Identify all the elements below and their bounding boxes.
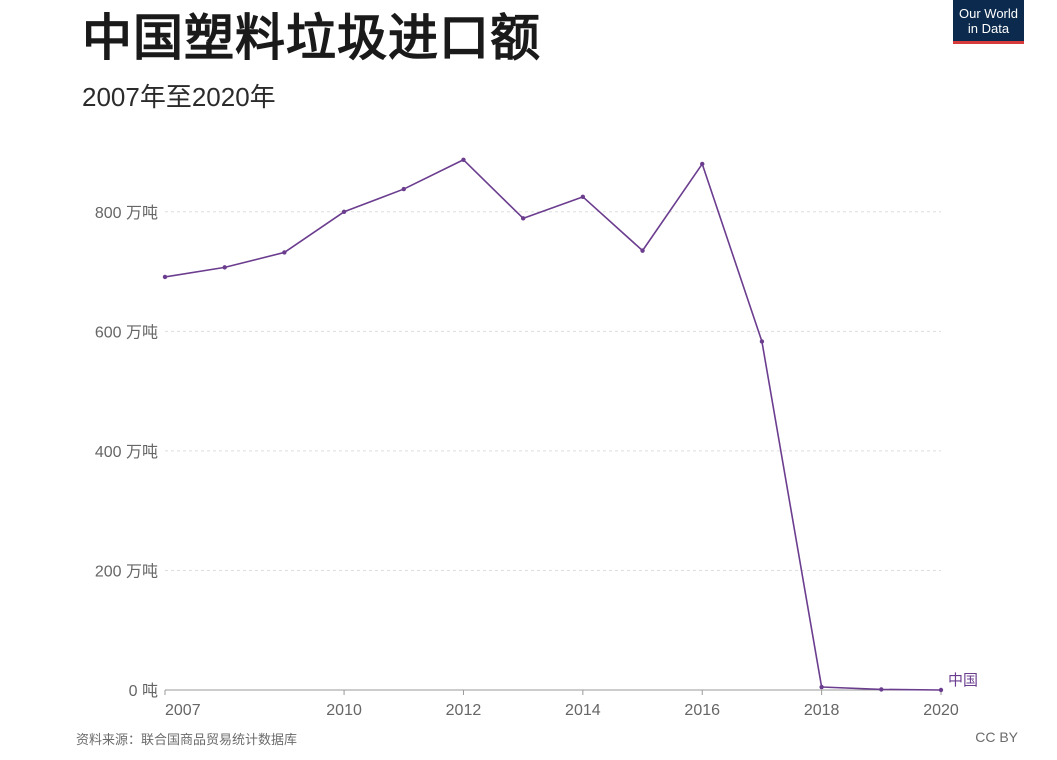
x-tick-label: 2020: [923, 702, 959, 719]
y-tick-label: 0 吨: [129, 682, 158, 700]
grid-layer: [165, 211, 941, 571]
x-tick-label: 2010: [326, 702, 362, 719]
x-tick-label: 2014: [565, 702, 601, 719]
data-point[interactable]: [162, 274, 168, 280]
y-tick-label: 600 万吨: [95, 323, 158, 341]
data-point[interactable]: [580, 194, 586, 200]
axis-layer: [164, 689, 942, 695]
data-point[interactable]: [879, 687, 884, 692]
x-tick-label: 2007: [165, 702, 201, 719]
data-point[interactable]: [401, 186, 406, 192]
label-layer: 0 吨 200 万吨 400 万吨 600 万吨 800 万吨 2007 2010 2012 2…: [95, 204, 978, 719]
data-point[interactable]: [282, 250, 287, 255]
chart-title: 中国塑料垃圾进口额: [82, 8, 541, 67]
y-tick-label: 200 万吨: [95, 562, 158, 580]
data-point[interactable]: [759, 339, 765, 344]
data-point[interactable]: [700, 161, 705, 167]
data-point[interactable]: [520, 216, 526, 221]
x-tick-label: 2016: [684, 702, 720, 719]
chart-subtitle: 2007年至2020年: [82, 82, 276, 112]
data-point[interactable]: [341, 209, 347, 214]
series-line[interactable]: [164, 158, 942, 691]
data-point[interactable]: [461, 157, 466, 162]
series-layer: [162, 157, 944, 693]
data-point[interactable]: [222, 265, 227, 270]
source-note: 资料来源：联合国商品贸易统计数据库: [76, 732, 298, 747]
x-tick-label: 2012: [446, 702, 482, 719]
y-tick-label: 800 万吨: [95, 204, 158, 222]
x-tick-label: 2018: [804, 702, 840, 719]
data-point[interactable]: [938, 687, 944, 693]
series-label[interactable]: 中国: [948, 672, 978, 689]
license-link[interactable]: CC BY: [975, 729, 1018, 745]
data-point[interactable]: [819, 684, 824, 690]
logo-line-2: in Data: [967, 21, 1010, 36]
owid-logo[interactable]: Our World in Data: [953, 0, 1024, 44]
logo-line-1: Our World: [959, 6, 1018, 21]
y-tick-label: 400 万吨: [95, 443, 158, 461]
data-point[interactable]: [640, 248, 645, 253]
